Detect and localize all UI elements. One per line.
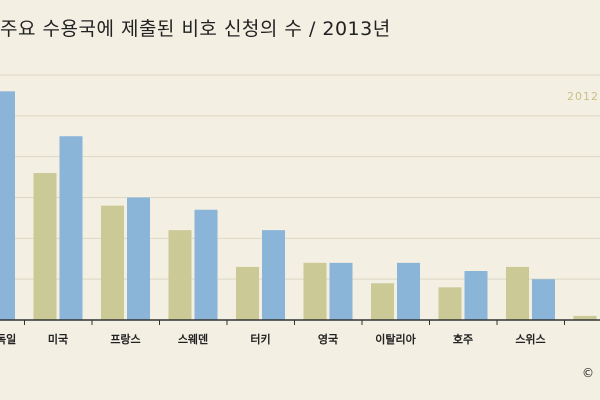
category-labels: 독일 미국 프랑스 스웨덴 터키 영국 이탈리아 호주 스위스 [0,332,546,346]
category-label: 호주 [453,332,473,346]
category-label: 독일 [0,332,16,346]
bar-2012 [101,205,124,320]
category-label: 미국 [48,332,68,346]
bar-2013 [59,136,83,320]
category-label: 터키 [250,332,270,346]
legend-year-2012: 2012 [567,90,599,103]
bar-2013 [127,197,150,320]
bar-2013 [464,271,488,320]
bar-2012 [303,262,327,320]
bar-2013 [194,209,218,320]
bar-2012 [168,230,192,320]
bar-2012 [438,287,462,320]
bar-2012 [33,173,57,320]
bar-2013 [262,230,285,320]
category-label: 스위스 [515,333,545,346]
category-label: 영국 [318,333,338,346]
bar-2013 [0,91,15,320]
bar-2012 [236,266,259,320]
bar-2013 [329,262,353,320]
bar-2013 [532,279,555,320]
category-label: 스웨덴 [178,332,208,346]
x-axis [0,319,600,325]
category-label: 프랑스 [110,333,140,346]
copyright-mark: © [582,366,594,380]
chart-title: 주요 수용국에 제출된 비호 신청의 수 / 2013년 [0,18,391,40]
bar-2012 [506,266,529,320]
bars [0,91,597,320]
bar-2013 [397,262,420,320]
bar-2012 [573,315,597,320]
category-label: 이탈리아 [375,332,416,346]
bar-2012 [371,283,394,320]
